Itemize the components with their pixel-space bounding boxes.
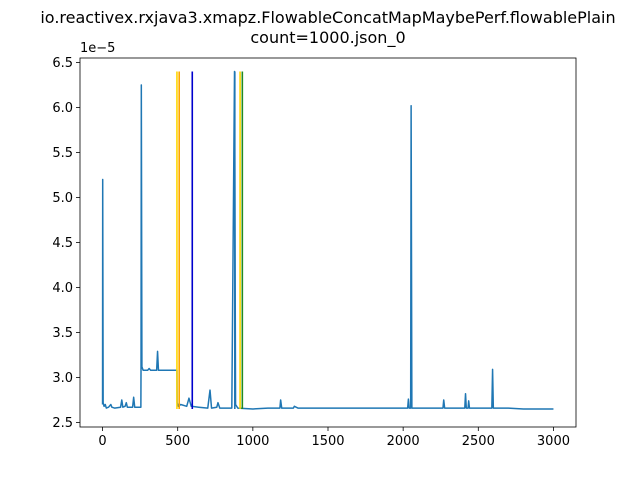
x-tick-label: 2500: [462, 434, 495, 449]
x-tick-label: 1500: [311, 434, 344, 449]
y-tick-label: 6.0: [52, 101, 73, 116]
series-line: [101, 70, 554, 410]
y-tick-label: 4.5: [52, 236, 73, 251]
y-tick-label: 5.0: [52, 191, 73, 206]
chart-title-line-1: io.reactivex.rxjava3.xmapz.FlowableConca…: [40, 8, 615, 27]
y-tick-label: 2.5: [52, 416, 73, 431]
x-tick-label: 500: [165, 434, 190, 449]
x-tick-label: 1000: [236, 434, 269, 449]
x-tick-label: 0: [98, 434, 106, 449]
y-axis-offset-label: 1e−5: [80, 41, 115, 56]
y-tick-label: 5.5: [52, 146, 73, 161]
plot-area: 0 500 1000 1500 2000 2500 3000 2.5 3.0 3.5 4.0 4.5 5…: [52, 56, 577, 449]
chart-title-line-2: count=1000.json_0: [250, 28, 405, 48]
x-tick-label: 3000: [537, 434, 570, 449]
y-tick-label: 6.5: [52, 56, 73, 71]
x-tick-label: 2000: [387, 434, 420, 449]
y-tick-label: 3.0: [52, 371, 73, 386]
y-tick-label: 3.5: [52, 326, 73, 341]
y-tick-label: 4.0: [52, 281, 73, 296]
